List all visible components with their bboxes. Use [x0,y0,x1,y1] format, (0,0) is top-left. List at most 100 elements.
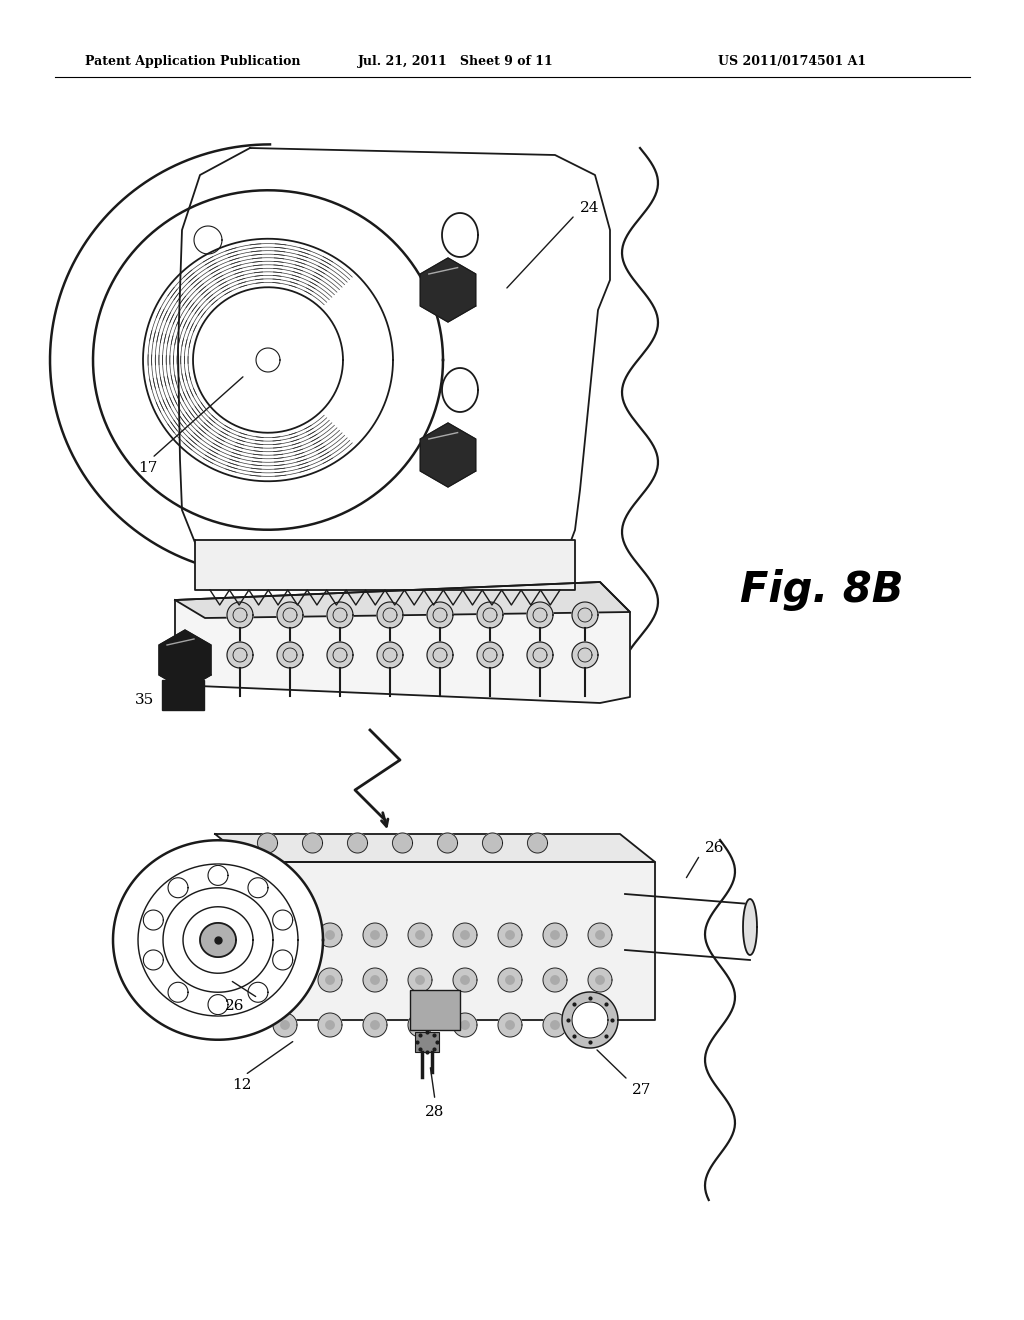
Polygon shape [596,975,604,985]
Polygon shape [143,950,164,970]
Polygon shape [543,1012,567,1038]
Polygon shape [498,968,522,993]
Polygon shape [551,975,559,985]
Text: US 2011/0174501 A1: US 2011/0174501 A1 [718,55,866,69]
Polygon shape [159,630,211,690]
Polygon shape [420,257,476,322]
Text: Jul. 21, 2011   Sheet 9 of 11: Jul. 21, 2011 Sheet 9 of 11 [358,55,554,69]
Polygon shape [168,982,188,1002]
Polygon shape [572,642,598,668]
Polygon shape [427,602,453,628]
Text: Fig. 8B: Fig. 8B [740,569,903,611]
Polygon shape [416,931,424,940]
Polygon shape [371,1020,379,1030]
Polygon shape [175,582,630,704]
Polygon shape [200,923,236,957]
Polygon shape [551,931,559,940]
Polygon shape [377,642,403,668]
Polygon shape [371,931,379,940]
Polygon shape [326,1020,334,1030]
Polygon shape [273,968,297,993]
Polygon shape [178,148,610,579]
Bar [162,680,204,710]
Text: 26: 26 [705,841,725,855]
Polygon shape [543,968,567,993]
Polygon shape [420,422,476,487]
Text: 24: 24 [580,201,599,215]
Text: 28: 28 [425,1105,444,1119]
Polygon shape [596,931,604,940]
Polygon shape [408,923,432,946]
Bar [410,990,460,1030]
Polygon shape [506,1020,514,1030]
Polygon shape [326,931,334,940]
Text: 17: 17 [138,461,158,475]
Polygon shape [250,862,655,1020]
Polygon shape [248,982,268,1002]
Polygon shape [327,602,353,628]
Polygon shape [527,642,553,668]
Polygon shape [506,975,514,985]
Polygon shape [588,968,612,993]
Polygon shape [168,878,188,898]
Bar [415,1032,439,1052]
Polygon shape [572,1002,608,1038]
Polygon shape [427,642,453,668]
Polygon shape [227,602,253,628]
Polygon shape [362,1012,387,1038]
Polygon shape [477,642,503,668]
Polygon shape [318,923,342,946]
Text: 12: 12 [232,1078,252,1092]
Polygon shape [273,923,297,946]
Polygon shape [208,866,228,886]
Text: 27: 27 [632,1082,651,1097]
Polygon shape [248,878,268,898]
Polygon shape [50,140,270,579]
Polygon shape [416,1020,424,1030]
Polygon shape [377,602,403,628]
Polygon shape [461,931,469,940]
Polygon shape [453,923,477,946]
Polygon shape [572,602,598,628]
Polygon shape [527,602,553,628]
Polygon shape [562,993,618,1048]
Polygon shape [281,931,289,940]
Polygon shape [392,833,413,853]
Polygon shape [281,1020,289,1030]
Text: 35: 35 [135,693,155,708]
Polygon shape [461,1020,469,1030]
Polygon shape [215,834,655,862]
Polygon shape [506,931,514,940]
Polygon shape [408,1012,432,1038]
Polygon shape [453,1012,477,1038]
Polygon shape [551,1020,559,1030]
Polygon shape [272,950,293,970]
Polygon shape [278,642,303,668]
Polygon shape [477,602,503,628]
Polygon shape [498,923,522,946]
Polygon shape [143,909,164,931]
Text: Patent Application Publication: Patent Application Publication [85,55,300,69]
Polygon shape [326,975,334,985]
Polygon shape [588,1012,612,1038]
Polygon shape [498,1012,522,1038]
Polygon shape [543,923,567,946]
Polygon shape [281,975,289,985]
Polygon shape [208,994,228,1015]
Polygon shape [302,833,323,853]
Polygon shape [318,968,342,993]
Polygon shape [371,975,379,985]
Polygon shape [175,582,630,618]
Polygon shape [273,1012,297,1038]
Polygon shape [437,833,458,853]
Polygon shape [596,1020,604,1030]
Polygon shape [362,968,387,993]
Polygon shape [453,968,477,993]
Polygon shape [362,923,387,946]
Polygon shape [257,833,278,853]
Polygon shape [527,833,548,853]
Polygon shape [461,975,469,985]
Polygon shape [113,841,323,1040]
Polygon shape [416,975,424,985]
Polygon shape [482,833,503,853]
